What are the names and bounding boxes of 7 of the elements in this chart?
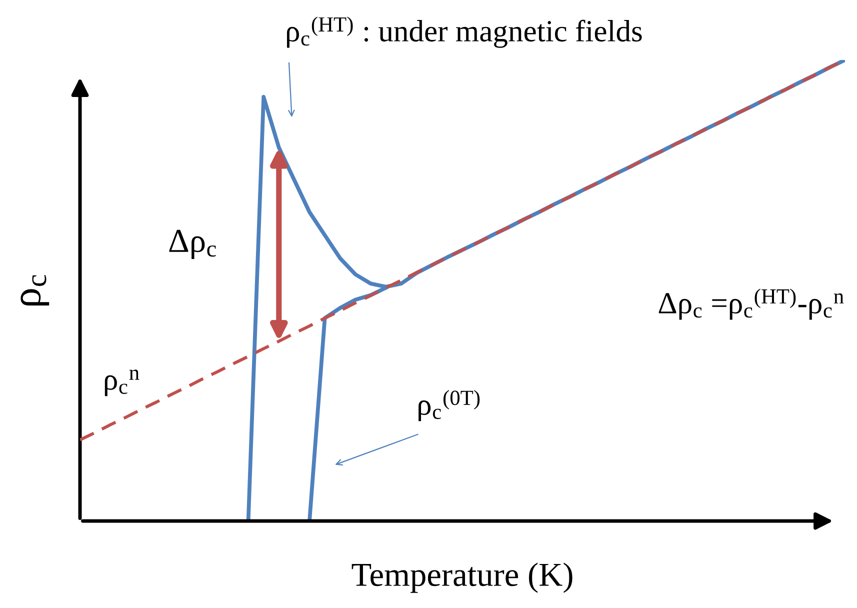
y-axis-title: ρ$_{c}$ [20, 275, 50, 306]
series-label: ρ$_{c}$$^{(HT)}$ : under magnetic fields [286, 16, 642, 48]
annotation: Δρ$_{c}$ [169, 230, 216, 259]
annotation: Δρ$_{c}$ =ρ$_{c}$$^{(HT)}$-ρ$_{c}$$^{n}$ [658, 288, 844, 320]
text: ρ$_{c}$$^{(0T)}$ [418, 390, 480, 422]
series-label: ρ$_{c}$$^{n}$ [104, 370, 140, 396]
x-axis-title: Temperature (K) [352, 562, 572, 593]
